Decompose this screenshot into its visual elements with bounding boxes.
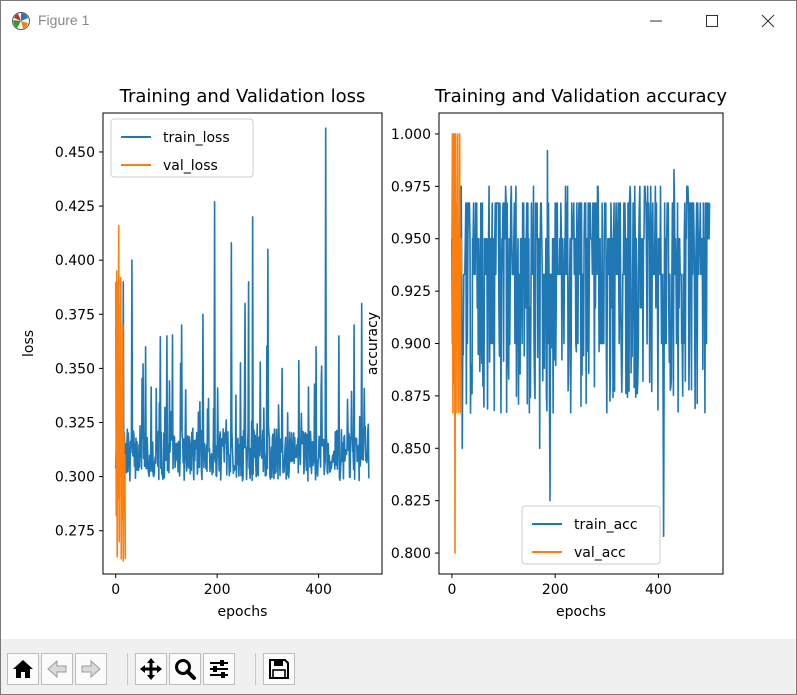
window-title: Figure 1 <box>38 12 90 28</box>
x-axis-label: epochs <box>556 604 606 620</box>
zoom-button[interactable] <box>169 653 201 685</box>
y-tick-label: 0.850 <box>391 441 431 457</box>
maximize-icon <box>706 15 718 27</box>
close-button[interactable] <box>741 1 797 41</box>
series-line-train_loss <box>114 127 370 482</box>
x-tick-label: 0 <box>447 582 456 598</box>
configure-subplots-button[interactable] <box>203 653 235 685</box>
chart-svg: 0 200 400 0.275 0.300 0.325 0.350 0.375 0.400 0.4… <box>21 86 727 620</box>
y-tick-label: 0.300 <box>55 470 95 486</box>
y-tick-label: 0.925 <box>391 284 431 300</box>
arrow-right-icon <box>81 659 101 679</box>
y-tick-label: 0.975 <box>391 179 431 195</box>
arrow-left-icon <box>47 659 67 679</box>
y-axis-label: accuracy <box>365 312 381 375</box>
x-axis-label: epochs <box>218 604 268 620</box>
y-axis-label: loss <box>21 330 37 357</box>
x-tick-label: 400 <box>645 582 672 598</box>
y-tick-label: 0.350 <box>55 361 95 377</box>
y-tick-label: 0.400 <box>55 253 95 269</box>
sliders-icon <box>210 660 228 678</box>
minimize-button[interactable] <box>629 1 685 41</box>
forward-button[interactable] <box>75 653 107 685</box>
save-button[interactable] <box>263 653 295 685</box>
y-tick-label: 0.325 <box>55 415 95 431</box>
chart-title: Training and Validation loss <box>119 86 366 107</box>
y-tick-label: 0.875 <box>391 389 431 405</box>
y-tick-label: 0.375 <box>55 307 95 323</box>
x-tick-label: 200 <box>542 582 569 598</box>
move-icon <box>140 658 162 680</box>
x-tick-label: 200 <box>204 582 231 598</box>
title-bar: Figure 1 <box>1 1 796 41</box>
chart-title: Training and Validation accuracy <box>434 86 727 107</box>
y-tick-label: 0.900 <box>391 337 431 353</box>
y-tick-label: 0.275 <box>55 524 95 540</box>
y-tick-label: 0.450 <box>55 145 95 161</box>
subplot-accuracy <box>435 112 724 578</box>
series-line-val_acc <box>451 133 463 554</box>
toolbar-separator <box>127 653 128 685</box>
legend-label-val_loss: val_loss <box>163 158 218 174</box>
y-tick-label: 0.950 <box>391 232 431 248</box>
x-tick-label: 0 <box>111 582 120 598</box>
series-line-train_acc <box>451 149 711 538</box>
y-tick-label: 0.425 <box>55 199 95 215</box>
legend: train_loss val_loss <box>110 118 254 178</box>
maximize-button[interactable] <box>685 1 741 41</box>
legend: train_acc val_acc <box>521 505 661 565</box>
toolbar-separator <box>255 653 256 685</box>
legend-box <box>521 505 661 565</box>
y-tick-label: 0.800 <box>391 546 431 562</box>
legend-label-val_acc: val_acc <box>574 545 626 561</box>
y-tick-label: 1.000 <box>391 127 431 143</box>
pan-button[interactable] <box>135 653 167 685</box>
x-tick-label: 400 <box>305 582 332 598</box>
y-tick-label: 0.825 <box>391 494 431 510</box>
navigation-toolbar <box>1 639 796 694</box>
home-icon <box>13 660 33 678</box>
floppy-disk-icon <box>269 659 289 679</box>
figure-canvas: 0 200 400 0.275 0.300 0.325 0.350 0.375 0.400 0.4… <box>7 41 796 639</box>
close-icon <box>761 14 775 28</box>
back-button[interactable] <box>41 653 73 685</box>
series-line-val_loss <box>114 224 127 562</box>
legend-label-train_loss: train_loss <box>163 130 230 146</box>
legend-label-train_acc: train_acc <box>574 517 638 533</box>
minimize-icon <box>650 20 662 22</box>
legend-box <box>110 118 254 178</box>
subplot-loss <box>99 112 383 578</box>
matplotlib-icon <box>12 12 30 30</box>
magnifier-icon <box>175 659 196 680</box>
home-button[interactable] <box>7 653 39 685</box>
axes-frame <box>102 112 383 575</box>
